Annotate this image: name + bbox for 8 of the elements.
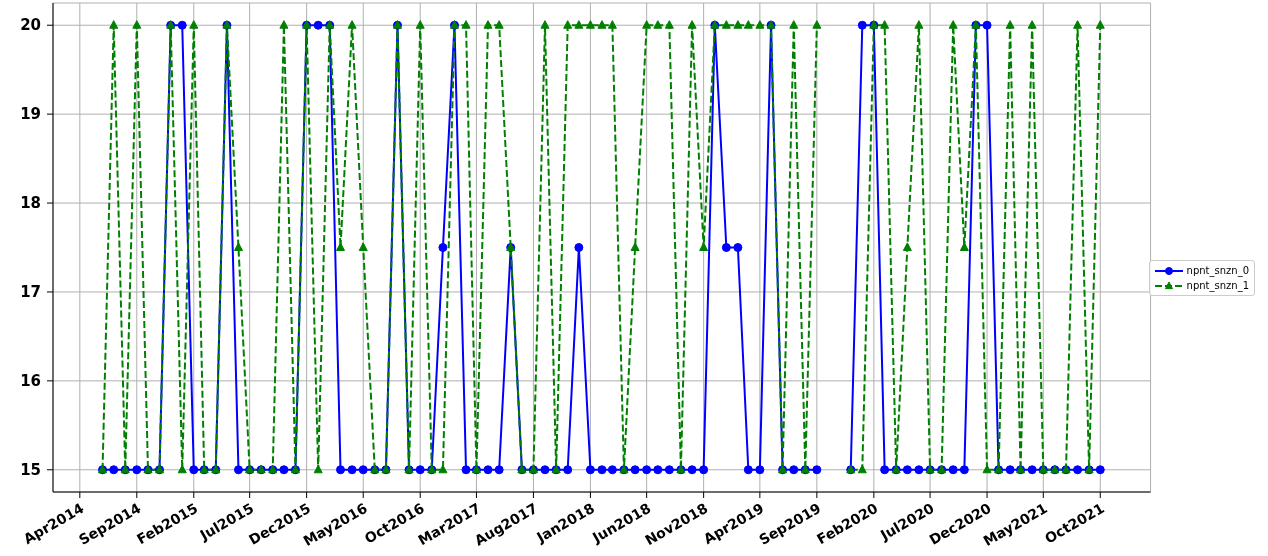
y-tick-label: 16 [20,371,41,390]
y-tick-label: 20 [20,16,41,35]
y-tick-label: 18 [20,194,41,213]
y-tick-label: 19 [20,105,41,124]
y-tick-label: 17 [20,282,41,301]
legend-label: npnt_snzn_1 [1186,280,1249,291]
legend-label: npnt_snzn_0 [1186,265,1249,276]
y-tick-label: 15 [20,460,41,479]
